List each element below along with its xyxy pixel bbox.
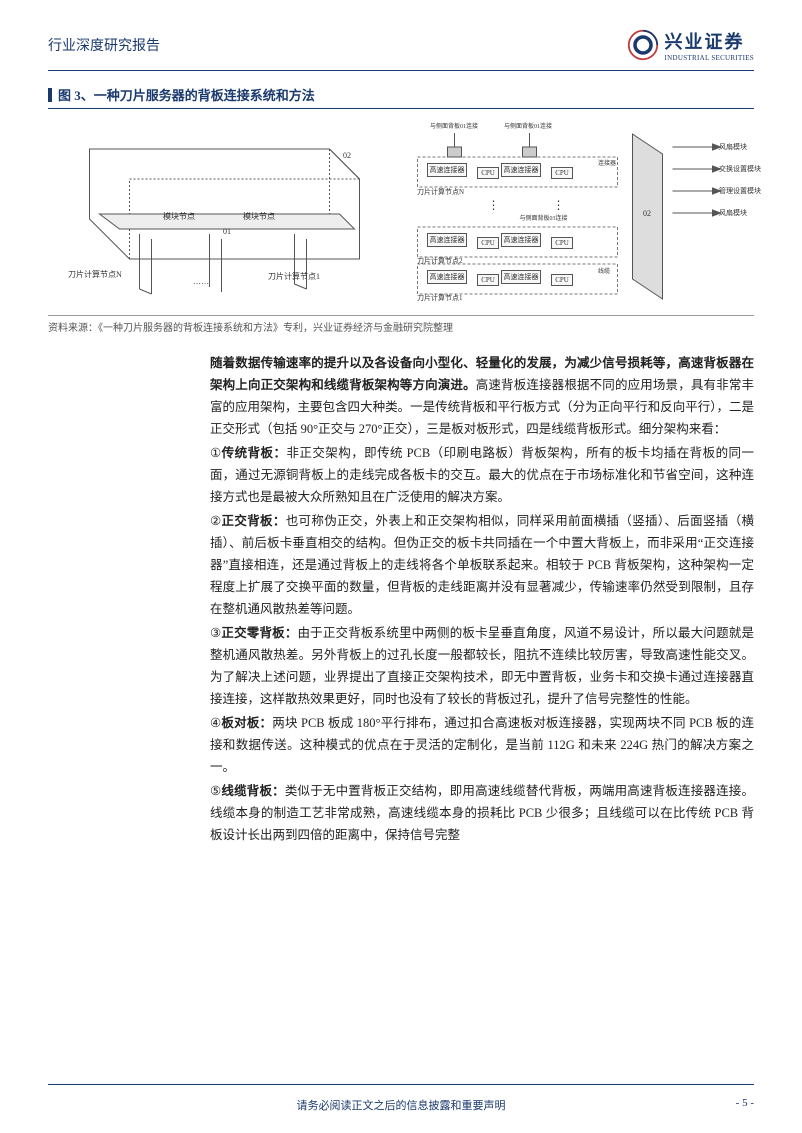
figure-diagram: 模块节点 模块节点 01 02 刀片计算节点N …… 刀片计算节点1 ⋮ ⋮ (48, 119, 754, 309)
fig-top2: 与侧面背板01连接 (503, 121, 553, 130)
fig-right-02: 02 (643, 209, 651, 218)
item-4-num: ④ (210, 716, 221, 730)
fig-cpu-1: CPU (477, 167, 499, 179)
fig-cpu-3: CPU (477, 274, 499, 286)
figure-title-bar (48, 88, 52, 102)
fig-left-dots: …… (193, 277, 209, 286)
fig-hsc-3: 高速连接器 (427, 233, 467, 247)
fig-hsc-6: 高速连接器 (501, 270, 541, 284)
fig-left-mod1: 模块节点 (163, 211, 195, 222)
figure-caption-line (48, 315, 754, 316)
fig-fan-2: 风扇模块 (719, 208, 747, 218)
fig-hsc-1: 高速连接器 (427, 163, 467, 177)
report-type-label: 行业深度研究报告 (48, 35, 160, 55)
fig-left-blade-1: 刀片计算节点1 (268, 271, 320, 282)
fig-sidenote: 与侧面背板03连接 (516, 213, 571, 222)
fig-switch: 交换设置模块 (719, 164, 761, 174)
body-text: 随着数据传输速率的提升以及各设备向小型化、轻量化的发展，为减少信号损耗等，高速背… (210, 352, 754, 846)
item-3-num: ③ (210, 626, 221, 640)
fig-left-02: 02 (343, 151, 351, 160)
footer-divider (48, 1084, 754, 1085)
page-number: - 5 - (736, 1097, 754, 1109)
logo-text-en: INDUSTRIAL SECURITIES (665, 54, 754, 62)
item-5-name: 线缆背板： (221, 784, 284, 798)
fig-conn-1: 连接器 (598, 161, 618, 168)
fig-blade-n: 刀片计算节点N (417, 187, 464, 197)
item-5-text: 类似于无中置背板正交结构，即用高速线缆替代背板，两端用高速背板连接器连接。线缆本… (210, 784, 754, 842)
fig-cpu-3b: CPU (551, 274, 573, 286)
fig-hsc-2: 高速连接器 (501, 163, 541, 177)
item-5-num: ⑤ (210, 784, 221, 798)
item-2-name: 正交背板： (222, 514, 286, 528)
fig-left-01: 01 (223, 227, 231, 236)
fig-blade-2: 刀片计算节点2 (417, 256, 463, 266)
fig-mgmt: 管理设置模块 (719, 186, 761, 196)
footer-disclaimer: 请务必阅读正文之后的信息披露和重要声明 (297, 1097, 506, 1113)
fig-fan-1: 风扇模块 (719, 142, 747, 152)
figure-title-underline (48, 108, 754, 109)
fig-left-blade-n: 刀片计算节点N (68, 269, 122, 280)
item-1-num: ① (210, 446, 222, 460)
fig-blade-1: 刀片计算节点1 (417, 293, 463, 303)
item-4-name: 板对板： (221, 716, 272, 730)
fig-left-mod2: 模块节点 (243, 211, 275, 222)
item-1-name: 传统背板： (222, 446, 287, 460)
header-divider (48, 70, 754, 71)
figure-left-svg (48, 119, 401, 309)
item-2-num: ② (210, 514, 222, 528)
fig-cpu-2b: CPU (551, 237, 573, 249)
brand-logo: 兴业证券 INDUSTRIAL SECURITIES (627, 28, 754, 62)
svg-text:⋮: ⋮ (553, 198, 565, 212)
fig-hsc-4: 高速连接器 (501, 233, 541, 247)
item-2-text: 也可称伪正交，外表上和正交架构相似，同样采用前面横插（竖插）、后面竖插（横插）、… (210, 514, 754, 616)
fig-cpu-2: CPU (477, 237, 499, 249)
logo-icon (627, 29, 659, 61)
fig-top1: 与侧面背板01连接 (429, 121, 479, 130)
item-1-text: 非正交架构，即传统 PCB（印刷电路板）背板架构，所有的板卡均插在背板的同一面，… (210, 446, 754, 504)
item-3-name: 正交零背板： (221, 626, 297, 640)
fig-cpu-1b: CPU (551, 167, 573, 179)
logo-text-cn: 兴业证券 (665, 28, 754, 54)
fig-hsc-5: 高速连接器 (427, 270, 467, 284)
fig-cable: 线缆 (598, 269, 618, 276)
figure-caption: 资料来源：《一种刀片服务器的背板连接系统和方法》专利，兴业证券经济与金融研究院整… (48, 319, 754, 334)
item-4-text: 两块 PCB 板成 180°平行排布，通过扣合高速板对板连接器，实现两块不同 P… (210, 716, 754, 774)
figure-title: 图 3、一种刀片服务器的背板连接系统和方法 (58, 85, 315, 104)
svg-text:⋮: ⋮ (488, 198, 500, 212)
